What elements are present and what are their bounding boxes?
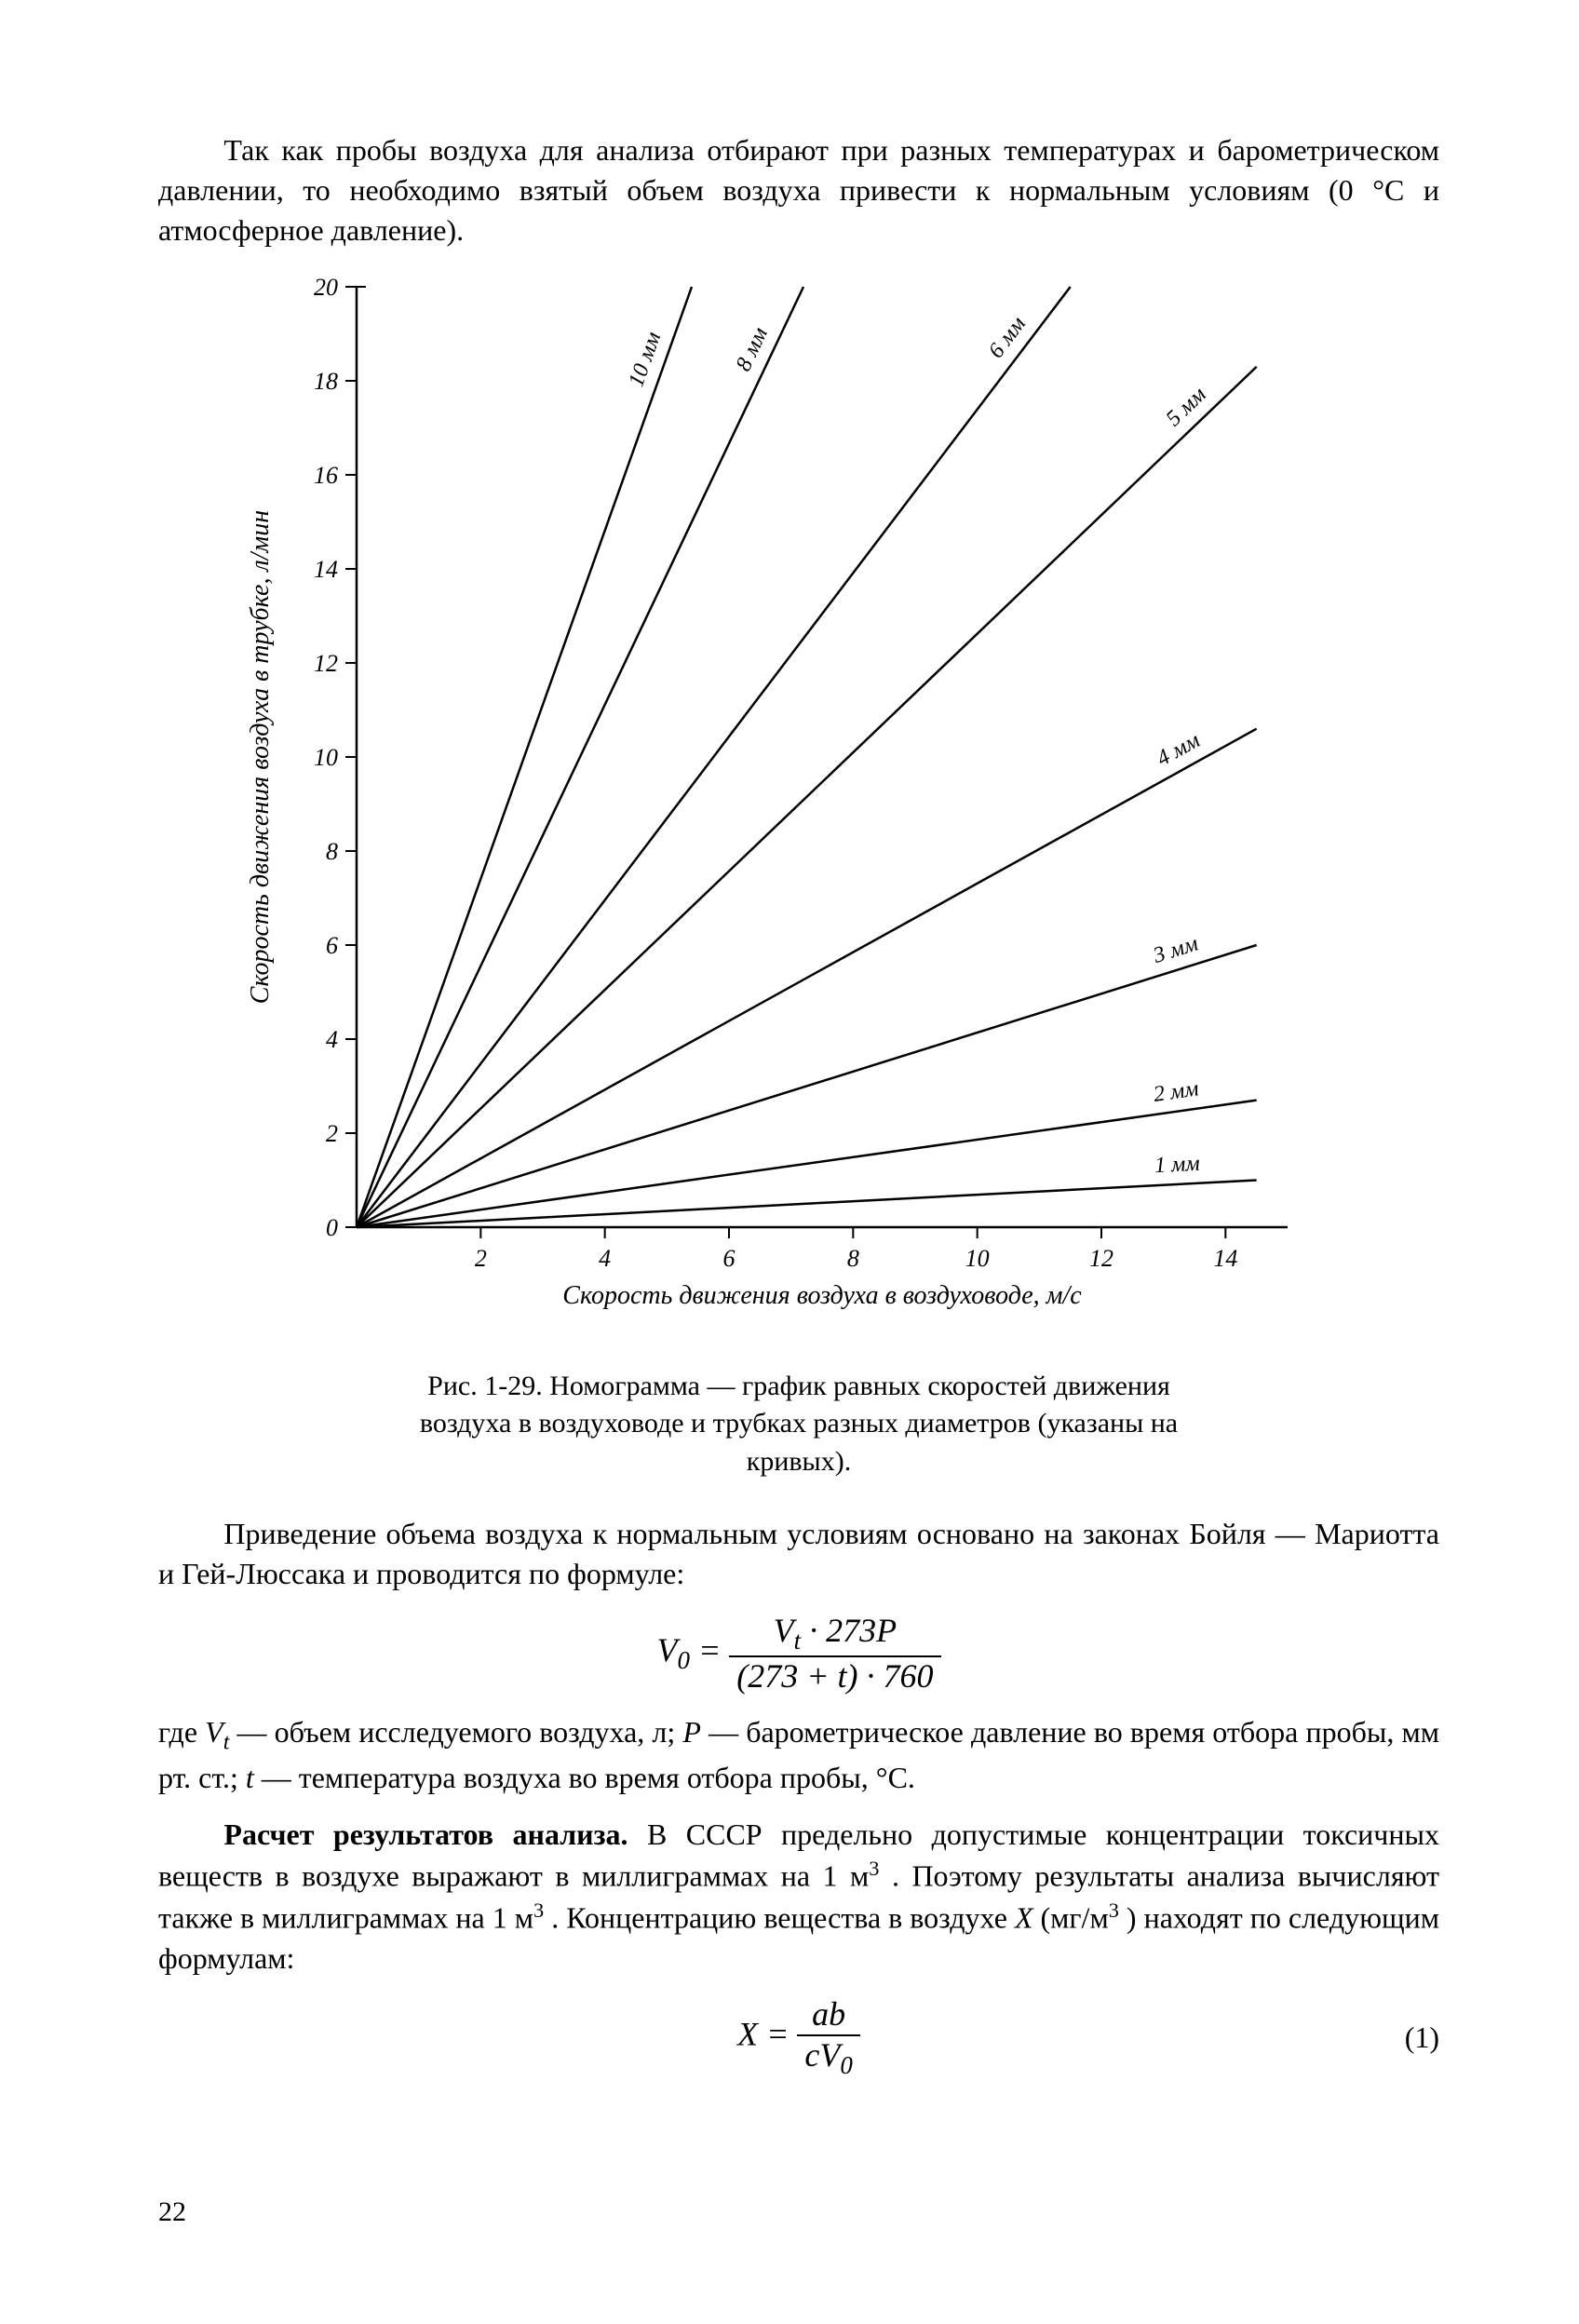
formula-lhs: V0 <box>656 1631 698 1669</box>
svg-text:20: 20 <box>314 274 338 301</box>
svg-text:0: 0 <box>326 1214 338 1241</box>
intro-paragraph: Так как пробы воздуха для анализа отбира… <box>158 130 1439 251</box>
svg-text:2: 2 <box>326 1120 338 1147</box>
svg-text:3 мм: 3 мм <box>1150 931 1201 968</box>
figure-caption: Рис. 1-29. Номограмма — график равных ск… <box>380 1368 1218 1481</box>
svg-text:6: 6 <box>326 932 338 959</box>
nomogram-chart: 2 4 6 8 10 12 14 0 2 4 6 8 10 12 14 16 18 20 10 мм 8 мм 6 мм… <box>226 268 1371 1340</box>
svg-text:8: 8 <box>326 838 338 865</box>
formula-x: X = ab cV0 (1) <box>158 1995 1439 2080</box>
svg-text:6: 6 <box>723 1245 736 1272</box>
svg-text:2 мм: 2 мм <box>1152 1076 1200 1107</box>
svg-text:10: 10 <box>965 1245 990 1272</box>
formula-v0: V0 = Vt · 273P (273 + t) · 760 <box>158 1612 1439 1696</box>
formula-fraction: Vt · 273P (273 + t) · 760 <box>729 1612 940 1696</box>
svg-text:14: 14 <box>1213 1245 1237 1272</box>
svg-text:4: 4 <box>326 1026 338 1053</box>
svg-text:Скорость движения воздуха в тр: Скорость движения воздуха в трубке, л/ми… <box>246 509 275 1003</box>
svg-text:12: 12 <box>1089 1245 1113 1272</box>
analysis-paragraph: Расчет результатов анализа. В СССР преде… <box>158 1815 1439 1979</box>
svg-text:2: 2 <box>475 1245 487 1272</box>
svg-text:6 мм: 6 мм <box>984 312 1031 362</box>
svg-text:Скорость движения воздуха в во: Скорость движения воздуха в воздуховоде,… <box>562 1281 1082 1310</box>
where-paragraph: где Vt — объем исследуемого воздуха, л; … <box>158 1712 1439 1798</box>
svg-text:4: 4 <box>599 1245 611 1272</box>
equals-sign: = <box>698 1631 729 1669</box>
principle-paragraph: Приведение объема воздуха к нормальным у… <box>158 1514 1439 1594</box>
svg-text:12: 12 <box>314 650 338 677</box>
svg-text:4 мм: 4 мм <box>1153 728 1204 771</box>
svg-text:14: 14 <box>314 556 338 583</box>
svg-text:5 мм: 5 мм <box>1162 382 1211 430</box>
svg-text:16: 16 <box>314 462 338 489</box>
svg-text:10 мм: 10 мм <box>624 329 666 390</box>
svg-text:8: 8 <box>847 1245 859 1272</box>
bold-heading: Расчет результатов анализа. <box>223 1817 628 1851</box>
svg-text:1 мм: 1 мм <box>1154 1151 1200 1178</box>
nomogram-svg: 2 4 6 8 10 12 14 0 2 4 6 8 10 12 14 16 18 20 10 мм 8 мм 6 мм… <box>226 268 1371 1330</box>
svg-text:8 мм: 8 мм <box>732 323 773 374</box>
svg-text:10: 10 <box>314 744 338 771</box>
equation-number: (1) <box>1405 2018 1439 2058</box>
page-number: 22 <box>158 2194 186 2232</box>
svg-text:18: 18 <box>314 368 338 395</box>
